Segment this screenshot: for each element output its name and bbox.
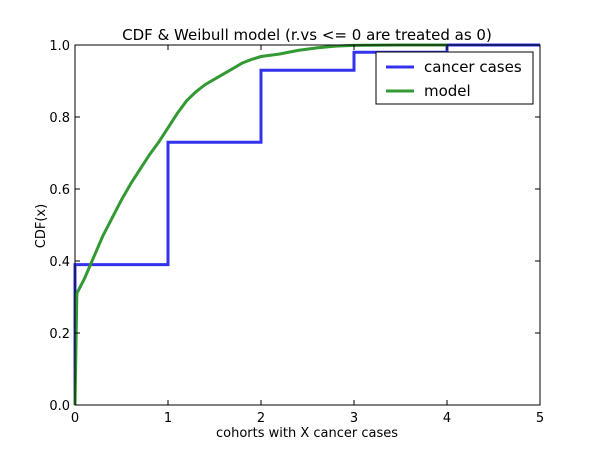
axis-ticks: 0 1 2 3 4 5 0.0 0.2 0.4 0.6 0.8 1.0 [49,39,544,426]
axes-frame [74,44,541,406]
x-tick-label: 5 [536,411,544,426]
legend-box [375,51,534,105]
x-tick-label: 4 [443,411,451,426]
x-axis-label: cohorts with X cancer cases [216,426,398,441]
y-tick-label: 0.0 [49,399,70,414]
chart-title: CDF & Weibull model (r.vs <= 0 are treat… [122,26,492,44]
legend-label: cancer cases [424,58,522,76]
legend-label: model [424,82,471,100]
x-tick-label: 3 [350,411,358,426]
y-tick-label: 0.2 [49,327,70,342]
y-tick-label: 0.6 [49,183,70,198]
x-tick-label: 0 [71,411,79,426]
series-line-model [73,43,447,406]
y-tick-label: 0.4 [49,255,70,270]
y-tick-label: 1.0 [49,39,70,54]
y-tick-label: 0.8 [49,111,70,126]
x-tick-label: 2 [257,411,265,426]
x-tick-label: 1 [164,411,172,426]
y-axis-label: CDF(x) [34,204,49,248]
legend: cancer cases model [375,51,534,105]
